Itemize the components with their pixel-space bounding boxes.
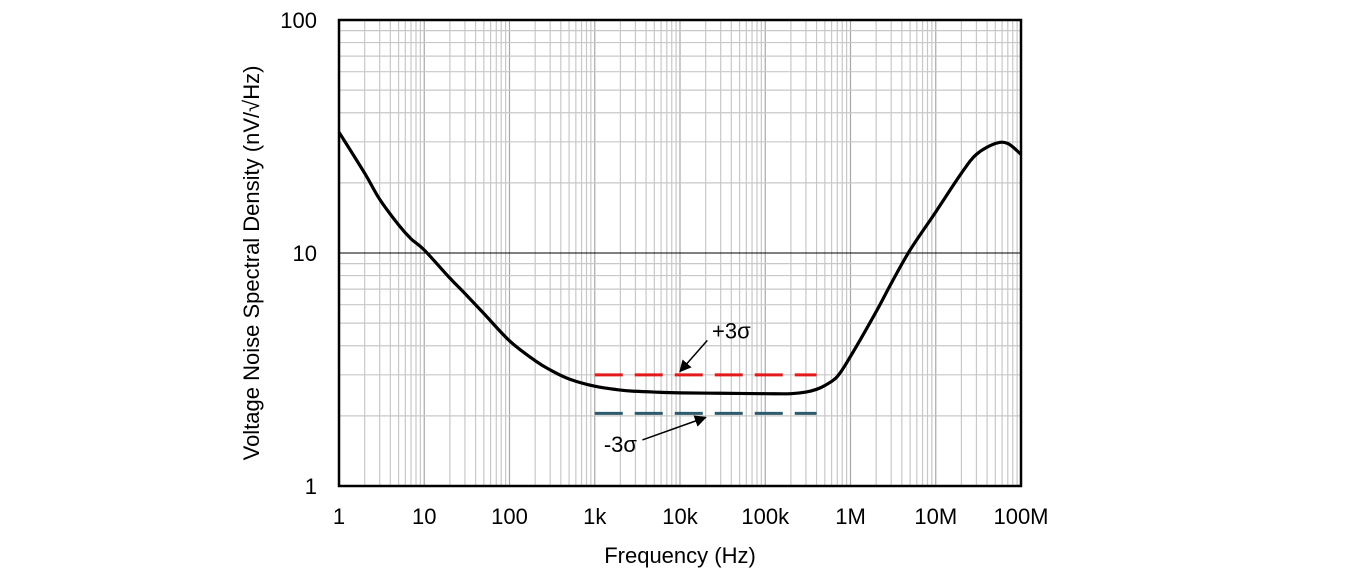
x-axis-title: Frequency (Hz) <box>604 543 756 568</box>
annotation-arrow <box>679 339 708 373</box>
y-tick-label: 1 <box>305 474 317 499</box>
annotation-label: +3σ <box>712 318 751 343</box>
x-tick-label: 1M <box>835 504 866 529</box>
x-tick-labels: 1 10 100 1k 10k 100k 1M 10M 100M <box>333 504 1049 529</box>
x-tick-label: 10 <box>412 504 436 529</box>
x-tick-label: 100M <box>993 504 1048 529</box>
y-tick-label: 10 <box>293 241 317 266</box>
series-line-1 <box>337 131 1023 396</box>
x-tick-label: 1k <box>583 504 607 529</box>
annotation-arrow <box>642 415 707 441</box>
plot-frame <box>337 18 1023 488</box>
annotations: +3σ -3σ <box>604 318 751 457</box>
y-tick-label: 100 <box>280 8 317 33</box>
y-tick-labels: 1 10 100 <box>280 8 317 499</box>
x-tick-label: 100k <box>741 504 790 529</box>
x-tick-label: 10M <box>914 504 957 529</box>
x-tick-label: 10k <box>662 504 698 529</box>
annotation-label: -3σ <box>604 432 638 457</box>
y-axis-title: Voltage Noise Spectral Density (nV/√Hz) <box>239 66 264 461</box>
grid <box>339 20 1021 486</box>
x-tick-label: 100 <box>491 504 528 529</box>
x-tick-label: 1 <box>333 504 345 529</box>
series-layer <box>337 131 1023 415</box>
